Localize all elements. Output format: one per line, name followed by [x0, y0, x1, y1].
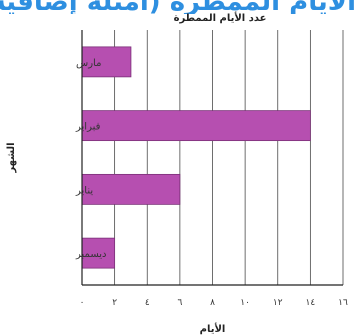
x-tick-label: ٢: [112, 298, 117, 308]
axes-group: [81, 30, 343, 286]
x-tick-label: ٠: [80, 298, 85, 308]
bar-1: [81, 46, 132, 78]
x-tick-label: ٦: [177, 298, 182, 308]
x-tick-label: ١٦: [338, 298, 348, 308]
x-axis-title: الأيام: [200, 322, 226, 335]
bar-2: [81, 110, 311, 142]
x-tick-label: ٨: [210, 298, 215, 308]
x-tick-label: ١٤: [306, 298, 316, 308]
x-tick-label: ١٠: [240, 298, 250, 308]
x-tick-label: ١٢: [273, 298, 283, 308]
y-category-label: ديسمبر: [75, 249, 106, 260]
bar-4: [81, 237, 116, 269]
bars-group: [81, 46, 311, 269]
y-category-label: يناير: [75, 185, 93, 196]
y-axis-title: الشهر: [6, 142, 17, 173]
y-category-label: مارس: [76, 58, 101, 69]
chart-title: عدد الأيام الممطرة: [173, 13, 267, 24]
bar-3: [81, 173, 181, 205]
banner-text: الأيام الممطرة (أمثلة إضافية): [0, 0, 356, 14]
header-banner: الأيام الممطرة (أمثلة إضافية): [0, 0, 360, 14]
x-tick-labels: ٠ ٢ ٤ ٦ ٨ ١٠ ١٢ ١٤ ١٦: [80, 298, 348, 308]
y-category-label: فبراير: [75, 122, 101, 133]
x-tick-label: ٤: [145, 298, 150, 308]
y-category-labels: مارس فبراير يناير ديسمبر: [75, 58, 106, 260]
